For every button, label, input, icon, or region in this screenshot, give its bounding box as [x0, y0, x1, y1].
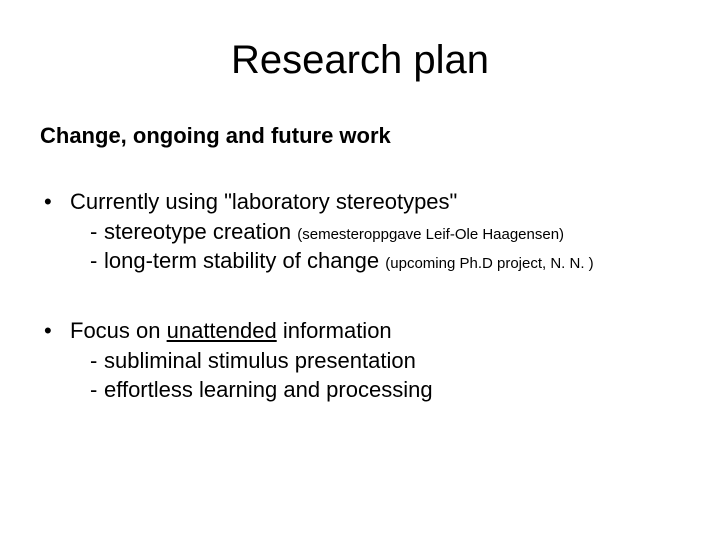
sub-bullet-item: - subliminal stimulus presentation: [40, 346, 680, 376]
dash-icon: -: [90, 346, 104, 376]
bullet-block: • Focus on unattended information - subl…: [40, 316, 680, 405]
bullet-text-pre: Focus on: [70, 318, 167, 343]
sub-bullet-item: - long-term stability of change (upcomin…: [40, 246, 680, 276]
sub-bullet-text: subliminal stimulus presentation: [104, 346, 416, 376]
slide-title: Research plan: [40, 38, 680, 83]
bullet-text: Currently using "laboratory stereotypes": [70, 187, 680, 217]
sub-bullet-lead: stereotype creation: [104, 219, 297, 244]
sub-bullet-item: - effortless learning and processing: [40, 375, 680, 405]
bullet-item: • Focus on unattended information: [40, 316, 680, 346]
sub-bullet-text: effortless learning and processing: [104, 375, 433, 405]
slide: Research plan Change, ongoing and future…: [0, 0, 720, 540]
slide-subtitle: Change, ongoing and future work: [40, 123, 680, 149]
sub-bullet-text: long-term stability of change (upcoming …: [104, 246, 594, 276]
bullet-mark-icon: •: [40, 316, 70, 346]
sub-bullet-paren: (upcoming Ph.D project, N. N. ): [385, 255, 593, 272]
bullet-text-post: information: [277, 318, 392, 343]
sub-bullet-lead: long-term stability of change: [104, 248, 385, 273]
dash-icon: -: [90, 375, 104, 405]
bullet-block: • Currently using "laboratory stereotype…: [40, 187, 680, 276]
bullet-item: • Currently using "laboratory stereotype…: [40, 187, 680, 217]
bullet-text: Focus on unattended information: [70, 316, 680, 346]
sub-bullet-paren: (semesteroppgave Leif-Ole Haagensen): [297, 226, 564, 243]
sub-bullet-item: - stereotype creation (semesteroppgave L…: [40, 217, 680, 247]
bullet-text-underlined: unattended: [167, 318, 277, 343]
dash-icon: -: [90, 217, 104, 247]
dash-icon: -: [90, 246, 104, 276]
bullet-mark-icon: •: [40, 187, 70, 217]
sub-bullet-text: stereotype creation (semesteroppgave Lei…: [104, 217, 564, 247]
